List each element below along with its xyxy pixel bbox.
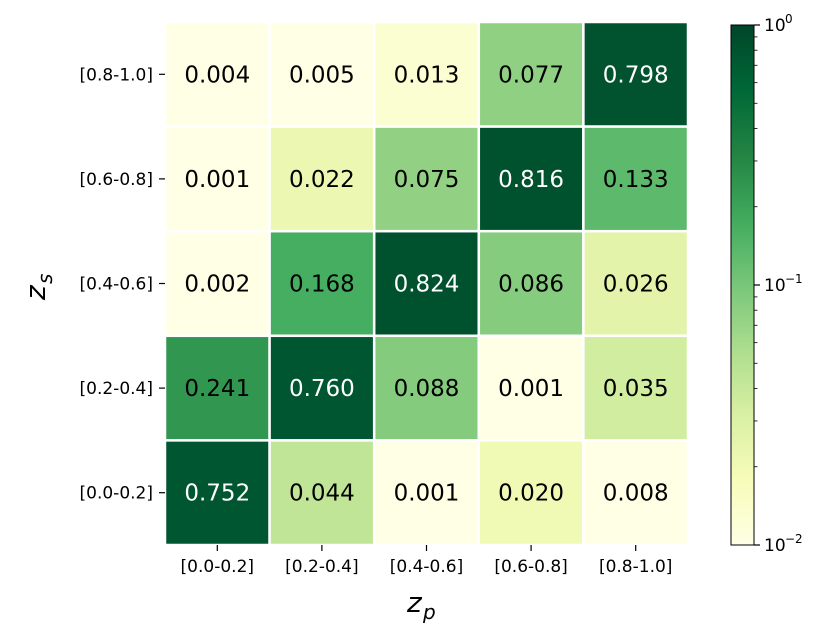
cell-value-label: 0.020	[498, 481, 564, 507]
y-tick-label: [0.8-1.0]	[80, 65, 153, 85]
x-axis-title-base: z	[406, 586, 423, 619]
x-axis-title-subscript: p	[422, 600, 436, 624]
heatmap-cell	[268, 20, 376, 128]
cell-value-label: 0.026	[603, 272, 669, 298]
cell-value-label: 0.008	[603, 481, 669, 507]
heatmap-cell	[582, 334, 690, 442]
colorbar-tick-base: 10	[764, 536, 786, 556]
cell-value-label: 0.241	[184, 376, 250, 402]
x-tick-label: [0.4-0.6]	[390, 557, 463, 577]
heatmap-cell	[268, 334, 376, 442]
y-tick-label: [0.0-0.2]	[80, 484, 153, 504]
cell-value-label: 0.001	[394, 481, 460, 507]
heatmap-cell	[582, 125, 690, 233]
x-tick-label: [0.2-0.4]	[285, 557, 358, 577]
colorbar-tick-base: 10	[764, 276, 786, 296]
heatmap-cell	[268, 229, 376, 338]
heatmap-cell	[268, 439, 376, 547]
y-axis-title: z s	[19, 274, 57, 301]
cell-value-label: 0.086	[498, 272, 564, 298]
heatmap-cell	[372, 439, 481, 547]
cell-value-label: 0.816	[498, 167, 564, 193]
cell-value-label: 0.824	[394, 272, 460, 298]
heatmap-cell	[477, 334, 585, 442]
cell-value-label: 0.035	[603, 376, 669, 402]
heatmap-cell	[477, 229, 585, 338]
cell-value-label: 0.022	[289, 167, 355, 193]
y-tick-label: [0.6-0.8]	[80, 170, 153, 190]
cell-value-label: 0.044	[289, 481, 355, 507]
x-axis-ticks: [0.0-0.2] [0.2-0.4] [0.4-0.6] [0.6-0.8] [0.8…	[181, 545, 672, 577]
heatmap-cell	[372, 125, 481, 233]
colorbar-gradient	[730, 24, 755, 546]
x-tick-label: [0.0-0.2]	[181, 557, 254, 577]
cell-value-label: 0.752	[184, 481, 250, 507]
y-tick-label: [0.2-0.4]	[80, 379, 153, 399]
cell-value-label: 0.001	[498, 376, 564, 402]
cell-value-label: 0.004	[184, 62, 250, 88]
cell-value-label: 0.013	[394, 62, 460, 88]
y-axis-title-base: z	[19, 284, 52, 301]
heatmap-cells: 0.004 0.005 0.013 0.077 0.798 0.001 0.022 0.075…	[163, 20, 690, 547]
cell-value-label: 0.001	[184, 167, 250, 193]
cell-value-label: 0.168	[289, 272, 355, 298]
x-axis-title: z p	[406, 586, 436, 624]
cell-value-label: 0.005	[289, 62, 355, 88]
heatmap-cell	[163, 439, 271, 547]
y-axis-title-subscript: s	[33, 274, 57, 284]
x-tick-label: [0.8-1.0]	[599, 557, 672, 577]
colorbar-tick-exponent: −2	[785, 532, 803, 546]
y-tick-label: [0.4-0.6]	[80, 275, 153, 295]
cell-value-label: 0.088	[394, 376, 460, 402]
heatmap-cell	[372, 334, 481, 442]
colorbar-tick-exponent: −1	[785, 272, 803, 286]
cell-value-label: 0.798	[603, 62, 669, 88]
y-axis-ticks: [0.8-1.0] [0.6-0.8] [0.4-0.6] [0.2-0.4] [0.0…	[80, 65, 165, 504]
cell-value-label: 0.760	[289, 376, 355, 402]
cell-value-label: 0.075	[394, 167, 460, 193]
colorbar-tick-base: 10	[764, 16, 786, 36]
cell-value-label: 0.133	[603, 167, 669, 193]
cell-value-label: 0.002	[184, 272, 250, 298]
x-tick-label: [0.6-0.8]	[494, 557, 567, 577]
colorbar-tick-exponent: 0	[785, 12, 793, 26]
cell-value-label: 0.077	[498, 62, 564, 88]
